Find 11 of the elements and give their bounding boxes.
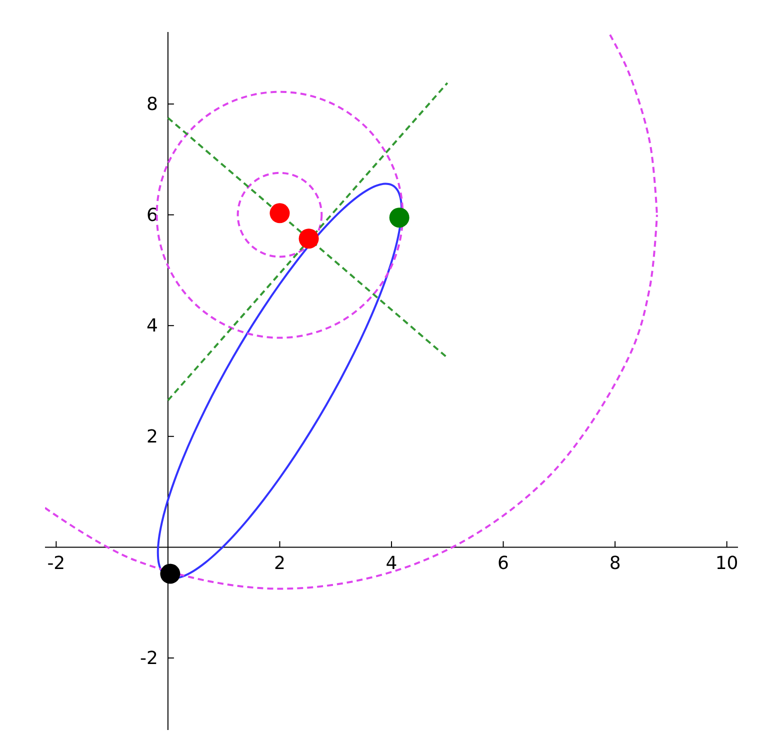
y-tick-label: 2	[146, 426, 158, 448]
x-tick-label: 2	[274, 553, 286, 574]
x-tick-label: -2	[47, 553, 66, 574]
x-tick-label: 6	[498, 553, 509, 574]
y-tick-label: 4	[146, 316, 158, 337]
y-tick-label: -2	[140, 648, 158, 669]
x-tick-label: 4	[386, 553, 398, 574]
y-tick-label: 6	[146, 204, 158, 226]
x-tick-label: 8	[609, 553, 621, 574]
y-tick-label: 8	[146, 94, 158, 116]
x-tick-label: 10	[715, 553, 738, 574]
